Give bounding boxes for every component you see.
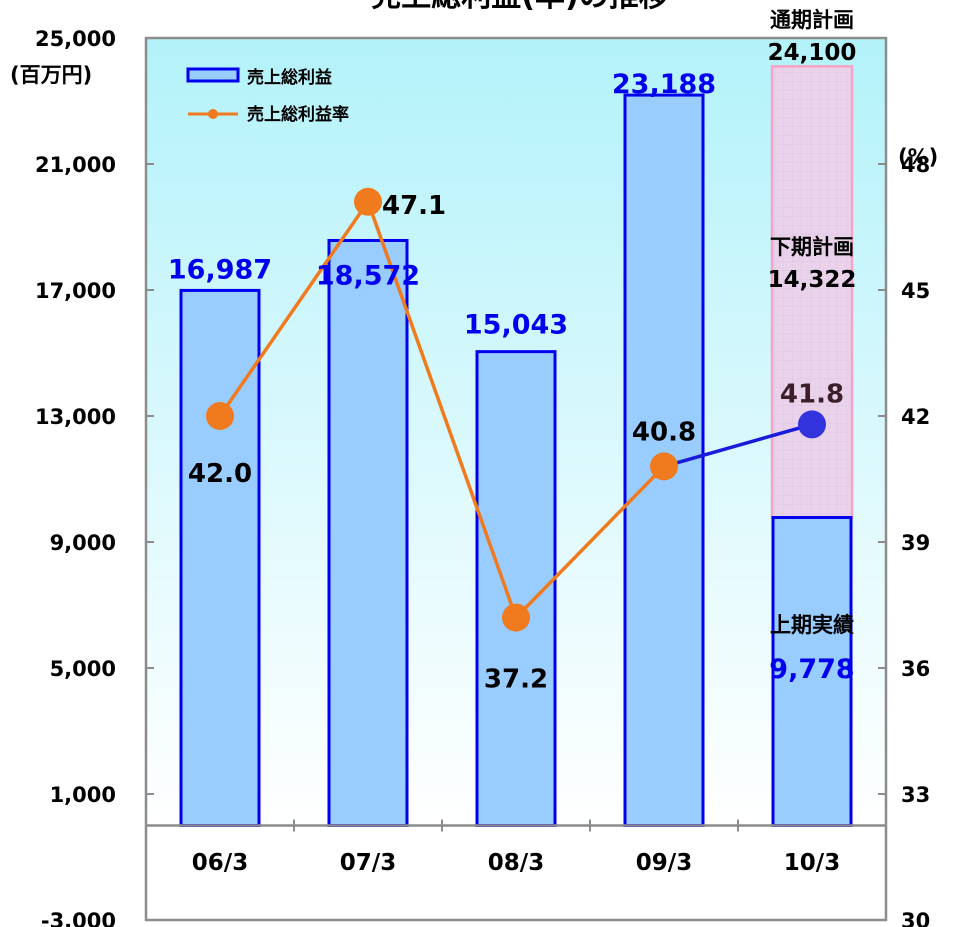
first-half-actual-label: 上期実績 xyxy=(770,613,854,637)
left-axis-tick-label: 13,000 xyxy=(35,405,116,429)
labels-layer: 16,987 18,572 15,043 23,188 9,778 上期実績 通期計画 24,… xyxy=(168,8,856,695)
bar-value-label: 9,778 xyxy=(769,654,854,685)
full-year-plan-value: 24,100 xyxy=(768,40,857,66)
category-label: 07/3 xyxy=(340,850,396,876)
bar-value-label: 18,572 xyxy=(316,260,420,291)
left-axis-tick-label: 9,000 xyxy=(50,531,116,555)
bar-value-label: 23,188 xyxy=(612,69,716,100)
rate-line-forecast xyxy=(663,422,813,469)
category-label: 06/3 xyxy=(192,850,248,876)
legend-swatch-bar xyxy=(186,67,240,83)
rate-value-label: 42.0 xyxy=(188,459,252,489)
second-half-plan-value: 14,322 xyxy=(768,267,857,293)
right-axis-tick-label: 45 xyxy=(901,279,930,303)
plot-frame xyxy=(144,36,888,922)
left-axis-tick-label: -3,000 xyxy=(41,909,116,927)
axis-layer: 25,000 21,000 17,000 13,000 9,000 5,000 1,000 -… xyxy=(10,27,938,927)
left-axis-tick-label: 5,000 xyxy=(50,657,116,681)
category-label: 08/3 xyxy=(488,850,544,876)
second-half-plan-label: 下期計画 xyxy=(770,235,854,259)
rate-line xyxy=(218,197,666,621)
right-axis-tick-label: 48 xyxy=(901,153,930,177)
category-band xyxy=(146,825,886,920)
rate-value-label: 40.8 xyxy=(632,417,696,447)
legend: 売上総利益 売上総利益率 xyxy=(186,67,349,125)
rate-value-label: 41.8 xyxy=(780,379,844,409)
rate-marker-06-3 xyxy=(206,402,234,430)
left-axis-unit: (百万円) xyxy=(10,63,92,87)
chart-title: 売上総利益(率)の推移 xyxy=(371,0,668,14)
bar-value-label: 16,987 xyxy=(168,254,272,285)
rate-value-label: 47.1 xyxy=(382,191,446,221)
left-axis-tick-label: 1,000 xyxy=(50,783,116,807)
legend-label-line: 売上総利益率 xyxy=(247,104,349,125)
rate-marker-07-3 xyxy=(354,187,382,216)
bar-06-3 xyxy=(179,288,261,827)
bar-10-3 xyxy=(771,515,853,827)
bar-value-label: 15,043 xyxy=(464,310,568,341)
category-label: 10/3 xyxy=(784,850,840,876)
legend-label-bar: 売上総利益 xyxy=(247,67,332,88)
rate-marker-09-3 xyxy=(650,452,678,481)
ticks-layer xyxy=(146,37,886,921)
full-year-plan-label: 通期計画 xyxy=(770,8,854,32)
left-axis-tick-label: 25,000 xyxy=(35,27,116,51)
right-axis-tick-label: 39 xyxy=(901,531,930,555)
right-axis-tick-label: 30 xyxy=(901,909,930,927)
right-axis-tick-label: 42 xyxy=(901,405,930,429)
line-layer xyxy=(206,187,826,632)
right-axis-tick-label: 36 xyxy=(901,657,930,681)
right-axis-unit: (%) xyxy=(898,145,938,169)
rate-marker-08-3 xyxy=(502,603,530,632)
right-axis-tick-label: 33 xyxy=(901,783,930,807)
rate-marker-10-3 xyxy=(798,410,826,439)
rate-value-label: 37.2 xyxy=(484,665,548,695)
category-label: 09/3 xyxy=(636,850,692,876)
left-axis-tick-label: 21,000 xyxy=(35,153,116,177)
left-axis-tick-label: 17,000 xyxy=(35,279,116,303)
bar-07-3 xyxy=(327,238,409,827)
legend-marker xyxy=(208,109,218,119)
